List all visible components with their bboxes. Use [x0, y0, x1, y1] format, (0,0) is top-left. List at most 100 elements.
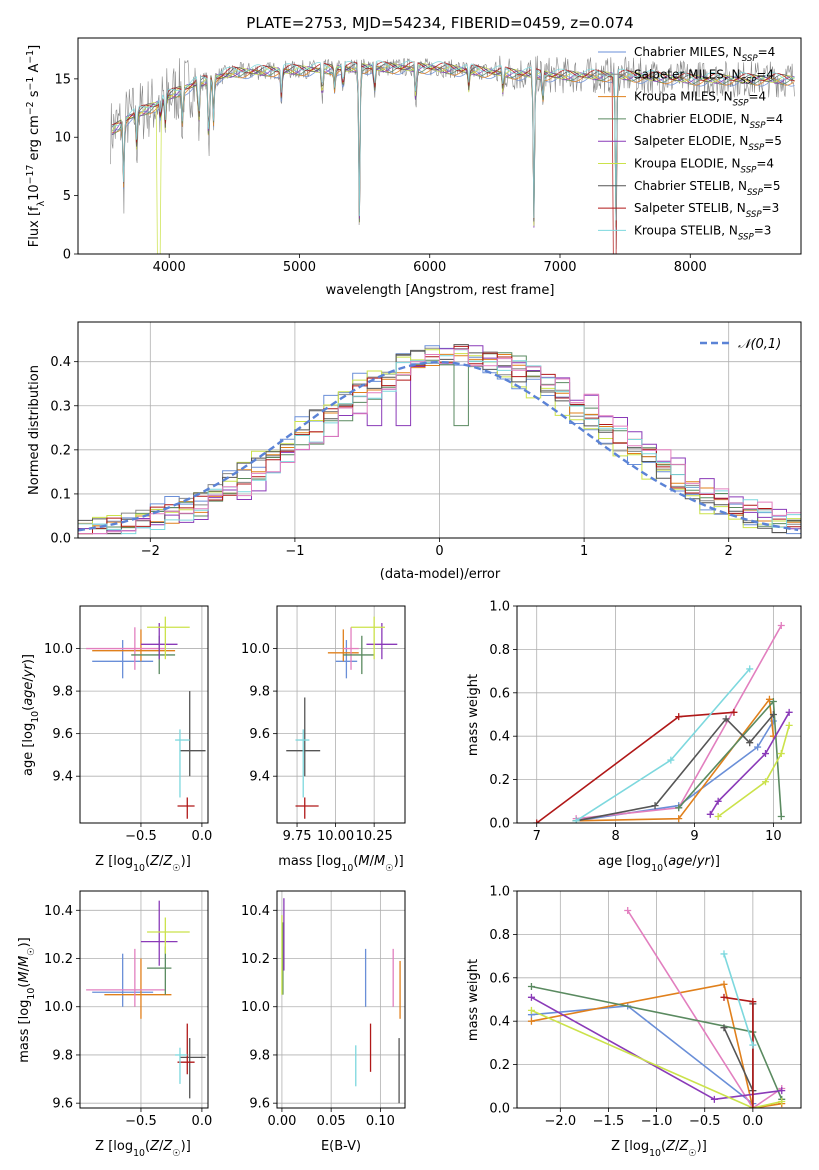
- y-tick-label: 10.4: [241, 904, 270, 919]
- weight-marker: [778, 1087, 786, 1095]
- label-part: 10: [133, 863, 145, 874]
- label-part: )]: [697, 1139, 707, 1154]
- label-part: /: [159, 1139, 164, 1154]
- label-part: ☉: [172, 1148, 180, 1159]
- y-tick-label: 0.8: [489, 928, 510, 943]
- label-part: =4: [749, 90, 767, 104]
- label-part: (data-model)/error: [380, 567, 501, 582]
- weight-line-chabrier-stelib: [576, 713, 775, 822]
- y-tick-label: 1.0: [489, 600, 510, 615]
- legend-label: Chabrier MILES, NSSP=4: [634, 45, 775, 64]
- legend-label: Salpeter STELIB, NSSP=3: [634, 201, 779, 220]
- x-tick-label: 0.00: [267, 1114, 296, 1129]
- y-tick-label: 0: [63, 248, 71, 263]
- label-part: )]: [17, 937, 32, 947]
- y-tick-label: 0.2: [50, 443, 71, 458]
- label-part: SSP: [738, 232, 755, 242]
- weight-marker: [769, 711, 777, 718]
- label-part: (: [663, 854, 668, 869]
- label-part: =4: [756, 67, 774, 81]
- y-tick-label: 10.0: [241, 642, 270, 657]
- label-part: mass [log: [17, 1000, 32, 1063]
- mass-vs-ebv-axes: 0.00 0.05 0.10 9.6 9.8 10.0 10.2 10.4: [241, 890, 406, 1129]
- normal-curve: [78, 360, 799, 532]
- weight-marker: [730, 708, 738, 716]
- weight-marker: [572, 817, 580, 823]
- label-part: 10: [341, 863, 353, 874]
- axes-frame: [77, 37, 802, 255]
- y-tick-label: 10.4: [44, 904, 73, 919]
- y-tick-label: 0.4: [50, 355, 71, 370]
- weight-line-kroupa-stelib: [723, 953, 754, 1046]
- label-part: M: [358, 854, 369, 869]
- label-part: M: [17, 971, 32, 982]
- label-part: −17: [25, 165, 36, 185]
- label-part: Salpeter STELIB, N: [634, 201, 746, 215]
- axes-frame: [79, 605, 209, 824]
- y-tick-label: 0.4: [489, 730, 510, 745]
- label-part: yr: [696, 854, 712, 869]
- weight-vs-z-x-label: Z [log10(Z/Z☉)]: [611, 1139, 707, 1159]
- x-tick-label: 5000: [283, 260, 316, 275]
- label-part: =3: [762, 201, 780, 215]
- weight-marker: [714, 812, 722, 820]
- y-tick-label: 0.0: [489, 1102, 510, 1117]
- weight-marker: [667, 756, 675, 764]
- label-part: ]: [27, 45, 42, 50]
- weight-marker: [746, 665, 754, 673]
- label-part: M: [374, 854, 385, 869]
- mass-vs-z-x-label: Z [log10(Z/Z☉)]: [95, 1139, 191, 1159]
- age-vs-z-y-label: age [log10(age/yr)]: [21, 654, 41, 776]
- weight-marker: [765, 695, 773, 703]
- weight-vs-z-axes: −2.0 −1.5 −1.0 −0.5 0.0 0.0 0.2 0.4 0.6 0.8 1.0: [489, 885, 802, 1129]
- weight-marker: [785, 721, 793, 729]
- label-part: ☉: [26, 947, 37, 955]
- legend-label-normal: 𝒩(0,1): [738, 337, 781, 352]
- weight-line-kroupa-stelib: [575, 668, 751, 822]
- label-part: 10: [651, 863, 663, 874]
- label-part: SSP: [742, 54, 759, 64]
- x-tick-label: −1.5: [593, 1114, 625, 1129]
- weight-vs-age-x-label: age [log10(age/yr)]: [598, 854, 720, 874]
- label-part: Flux [f: [27, 206, 42, 247]
- age-vs-z-x-label: Z [log10(Z/Z☉)]: [95, 854, 191, 874]
- label-part: )]: [21, 654, 36, 664]
- label-part: −2: [25, 101, 36, 115]
- weight-marker: [777, 622, 785, 630]
- weight-line-pink: [576, 625, 782, 820]
- residual-hist-kroupa-miles: [78, 353, 801, 528]
- label-part: s: [27, 90, 42, 101]
- label-part: /: [21, 677, 36, 682]
- y-tick-label: 0.2: [489, 773, 510, 788]
- y-tick-label: 10.2: [241, 952, 270, 967]
- y-tick-label: 10.2: [44, 952, 73, 967]
- label-part: /: [370, 854, 375, 869]
- label-part: wavelength [Angstrom, rest frame]: [326, 283, 555, 298]
- axes-frame: [276, 890, 406, 1109]
- legend-label: Kroupa ELODIE, NSSP=4: [634, 157, 774, 176]
- label-part: Z: [149, 854, 160, 869]
- label-part: Z: [149, 1139, 160, 1154]
- x-tick-label: 0.0: [192, 829, 213, 844]
- x-tick-label: 9.75: [283, 829, 312, 844]
- y-tick-label: 9.6: [52, 1097, 73, 1112]
- weight-marker: [762, 778, 769, 786]
- x-tick-label: 4000: [153, 260, 186, 275]
- residual-axes: −2 −1 0 1 2 0.0 0.1 0.2 0.3 0.4 𝒩(0,1): [50, 321, 802, 559]
- spectrum-model-chabrier-stelib: [111, 62, 795, 228]
- weight-line-salpeter-elodie: [709, 711, 790, 815]
- x-tick-label: −1: [285, 544, 304, 559]
- axes-frame: [79, 890, 209, 1109]
- x-tick-label: 1: [580, 544, 588, 559]
- plot-area: [527, 907, 786, 1108]
- weight-marker: [533, 819, 541, 823]
- x-tick-label: 8000: [674, 260, 707, 275]
- weight-vs-age-y-label: mass weight: [466, 674, 481, 756]
- label-part: age: [21, 682, 36, 706]
- plot-area: [86, 616, 206, 819]
- y-tick-label: 0.4: [489, 1015, 510, 1030]
- age-vs-mass-x-label: mass [log10(M/M☉)]: [278, 854, 404, 874]
- weight-marker: [624, 907, 632, 915]
